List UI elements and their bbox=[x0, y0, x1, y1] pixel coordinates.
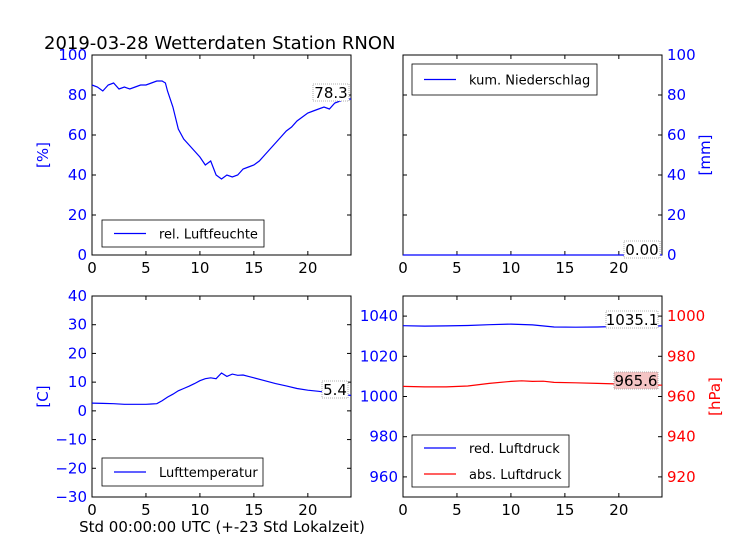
panel-precipitation: 0 5 10 15 20 0 20 40 60 80 100 [mm] 0.00 kum. Nieders… bbox=[398, 46, 714, 277]
x-tick-label-temperature: 15 bbox=[244, 501, 263, 519]
series-line-temperature-0 bbox=[91, 372, 352, 405]
y-right-tick-label-pressure: 980 bbox=[667, 347, 696, 365]
panel-temperature: 0 5 10 15 20 −30 −20 −10 0 10 20 30 40 [C] 5.4 Lufttemp… bbox=[34, 287, 352, 519]
x-tick-label-precipitation: 20 bbox=[609, 259, 628, 277]
y-tick-label-pressure: 1040 bbox=[360, 307, 398, 325]
annotation-box-pressure bbox=[613, 371, 659, 390]
y-tick-label-humidity: 0 bbox=[77, 246, 87, 264]
panel-pressure: 0 5 10 15 20 960 980 1000 1020 1040 920 940 960 980 10… bbox=[360, 295, 724, 519]
annotation-value-pressure: 965.6 bbox=[615, 372, 658, 390]
x-tick-label-precipitation: 0 bbox=[398, 259, 408, 277]
x-tick-label-pressure: 15 bbox=[555, 501, 574, 519]
x-tick-label-pressure: 0 bbox=[398, 501, 408, 519]
y-axis-label-precipitation: [mm] bbox=[696, 135, 714, 176]
figure-title: 2019-03-28 Wetterdaten Station RNON bbox=[44, 33, 395, 54]
y-tick-label-pressure: 1020 bbox=[360, 347, 398, 365]
y-tick-label-pressure: 1000 bbox=[360, 388, 398, 406]
y-right-tick-label-pressure: 940 bbox=[667, 428, 696, 446]
y-tick-label-temperature: 10 bbox=[68, 373, 87, 391]
y-tick-label-humidity: 40 bbox=[68, 166, 87, 184]
annotation-box-temperature bbox=[321, 380, 349, 399]
y-tick-label-precipitation: 40 bbox=[667, 166, 686, 184]
y-tick-label-temperature: 0 bbox=[77, 402, 87, 420]
y-tick-label-temperature: 20 bbox=[68, 344, 87, 362]
y-tick-label-temperature: 30 bbox=[68, 316, 87, 334]
y-tick-label-pressure: 980 bbox=[369, 428, 398, 446]
y-axis-label-temperature: [C] bbox=[34, 385, 52, 407]
y-right-tick-label-pressure: 960 bbox=[667, 388, 696, 406]
x-tick-label-pressure: 5 bbox=[452, 501, 462, 519]
y-tick-label-humidity: 80 bbox=[68, 86, 87, 104]
x-tick-label-temperature: 20 bbox=[298, 501, 317, 519]
x-tick-label-temperature: 10 bbox=[190, 501, 209, 519]
x-tick-label-humidity: 5 bbox=[141, 259, 151, 277]
x-tick-label-temperature: 5 bbox=[141, 501, 151, 519]
x-tick-label-precipitation: 10 bbox=[501, 259, 520, 277]
annotation-value-precipitation: 0.00 bbox=[625, 241, 658, 259]
x-tick-label-precipitation: 15 bbox=[555, 259, 574, 277]
legend-label-pressure: red. Luftdruck bbox=[469, 442, 560, 457]
series-line-humidity-0 bbox=[91, 80, 351, 180]
x-tick-label-temperature: 0 bbox=[87, 501, 97, 519]
legend-label-precipitation: kum. Niederschlag bbox=[469, 74, 590, 89]
y-tick-label-pressure: 960 bbox=[369, 468, 398, 486]
x-tick-label-humidity: 20 bbox=[298, 259, 317, 277]
annotation-value-pressure: 1035.1 bbox=[606, 311, 659, 329]
y-right-tick-label-pressure: 920 bbox=[667, 468, 696, 486]
x-tick-label-humidity: 15 bbox=[244, 259, 263, 277]
legend-label-humidity: rel. Luftfeuchte bbox=[159, 228, 258, 243]
y-tick-label-humidity: 60 bbox=[68, 126, 87, 144]
y-tick-label-precipitation: 80 bbox=[667, 86, 686, 104]
series-line-pressure-1 bbox=[402, 380, 663, 388]
y-tick-label-humidity: 100 bbox=[58, 46, 87, 64]
annotation-box-precipitation bbox=[623, 240, 661, 259]
figure-xlabel: Std 00:00:00 UTC (+-23 Std Lokalzeit) bbox=[79, 518, 365, 536]
y-tick-label-precipitation: 100 bbox=[667, 46, 696, 64]
y-tick-label-humidity: 20 bbox=[68, 206, 87, 224]
y-tick-label-temperature: 40 bbox=[68, 287, 87, 305]
annotation-box-humidity bbox=[312, 83, 350, 102]
x-tick-label-humidity: 10 bbox=[190, 259, 209, 277]
legend-label-pressure: abs. Luftdruck bbox=[469, 468, 562, 483]
y-tick-label-temperature: −30 bbox=[55, 488, 87, 506]
annotation-value-temperature: 5.4 bbox=[323, 381, 347, 399]
legend-box-pressure bbox=[411, 434, 570, 488]
annotation-box-pressure bbox=[605, 310, 659, 329]
y-axis-label-right-pressure: [hPa] bbox=[706, 377, 724, 416]
annotation-value-humidity: 78.3 bbox=[314, 84, 347, 102]
x-tick-label-humidity: 0 bbox=[87, 259, 97, 277]
y-right-tick-label-pressure: 1000 bbox=[667, 307, 705, 325]
legend-label-temperature: Lufttemperatur bbox=[159, 466, 258, 481]
y-tick-label-temperature: −10 bbox=[55, 431, 87, 449]
x-tick-label-precipitation: 5 bbox=[452, 259, 462, 277]
y-axis-label-humidity: [%] bbox=[34, 142, 52, 168]
y-tick-label-precipitation: 20 bbox=[667, 206, 686, 224]
panel-humidity: 0 5 10 15 20 0 20 40 60 80 100 [%] 78.3 rel. Luftfeuc… bbox=[34, 46, 352, 277]
y-tick-label-precipitation: 0 bbox=[667, 246, 677, 264]
x-tick-label-pressure: 20 bbox=[609, 501, 628, 519]
y-tick-label-precipitation: 60 bbox=[667, 126, 686, 144]
x-tick-label-pressure: 10 bbox=[501, 501, 520, 519]
y-tick-label-temperature: −20 bbox=[55, 459, 87, 477]
